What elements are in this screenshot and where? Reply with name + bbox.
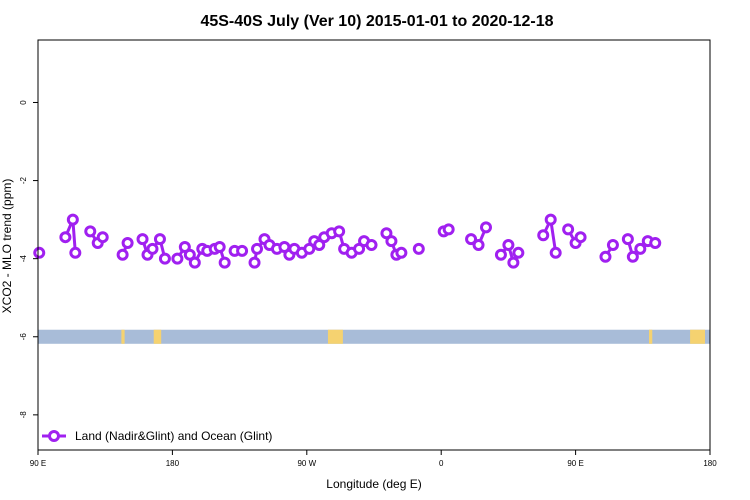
x-tick-label: 90 E bbox=[30, 459, 46, 468]
legend-marker bbox=[48, 430, 60, 442]
y-tick-label: -2 bbox=[19, 176, 28, 184]
data-point bbox=[599, 250, 612, 263]
data-point bbox=[649, 237, 662, 250]
x-axis-label: Longitude (deg E) bbox=[326, 477, 421, 491]
data-point bbox=[494, 248, 507, 261]
data-point bbox=[507, 256, 520, 269]
land-patch bbox=[121, 329, 125, 344]
data-point bbox=[512, 246, 525, 259]
data-point bbox=[480, 221, 492, 234]
data-point bbox=[96, 231, 109, 244]
x-tick-label: 0 bbox=[439, 459, 444, 468]
data-point bbox=[136, 233, 149, 246]
data-point bbox=[626, 250, 639, 263]
data-point bbox=[333, 225, 346, 238]
data-point bbox=[442, 223, 455, 236]
land-patch bbox=[153, 329, 162, 344]
chart-title: 45S-40S July (Ver 10) 2015-01-01 to 2020… bbox=[200, 13, 553, 30]
land-patch bbox=[327, 329, 343, 344]
data-point bbox=[236, 244, 249, 257]
data-point bbox=[549, 246, 562, 259]
data-point bbox=[153, 233, 166, 246]
data-point bbox=[66, 213, 79, 226]
legend-label: Land (Nadir&Glint) and Ocean (Glint) bbox=[75, 429, 272, 443]
y-axis: 0 -2 -4 -6 -8 bbox=[19, 100, 38, 419]
y-tick-label: -4 bbox=[19, 255, 28, 263]
x-tick-label: 90 E bbox=[567, 459, 583, 468]
data-point bbox=[472, 239, 485, 251]
data-point bbox=[158, 252, 171, 265]
data-point bbox=[218, 256, 231, 269]
data-point bbox=[121, 237, 134, 250]
data-point bbox=[146, 242, 159, 255]
data-point bbox=[537, 229, 550, 242]
data-point bbox=[116, 248, 129, 261]
data-point bbox=[385, 235, 398, 248]
plot-frame bbox=[37, 39, 711, 451]
data-point bbox=[33, 246, 46, 259]
data-point bbox=[574, 231, 587, 244]
data-point bbox=[606, 239, 619, 251]
x-tick-label: 90 W bbox=[297, 459, 316, 468]
data-point bbox=[171, 252, 184, 265]
x-axis: 90 E 180 90 W 0 90 E 180 bbox=[30, 450, 717, 468]
series-layer bbox=[33, 213, 662, 269]
data-point bbox=[69, 246, 82, 259]
data-point bbox=[365, 239, 378, 251]
data-point bbox=[248, 256, 261, 269]
x-tick-label: 180 bbox=[703, 459, 717, 468]
data-point bbox=[412, 242, 425, 255]
data-point bbox=[621, 233, 634, 246]
land-patch bbox=[649, 329, 653, 344]
data-point bbox=[544, 213, 557, 226]
data-point bbox=[213, 240, 226, 253]
y-tick-label: 0 bbox=[19, 100, 28, 105]
y-axis-label: XCO2 - MLO trend (ppm) bbox=[0, 179, 14, 314]
legend: Land (Nadir&Glint) and Ocean (Glint) bbox=[42, 429, 272, 443]
x-tick-label: 180 bbox=[166, 459, 180, 468]
data-point bbox=[562, 223, 575, 236]
data-point bbox=[251, 242, 264, 255]
data-point bbox=[188, 256, 201, 269]
ocean-band bbox=[38, 329, 710, 344]
y-tick-label: -8 bbox=[19, 411, 28, 419]
data-point bbox=[502, 239, 515, 251]
land-patch bbox=[690, 329, 706, 344]
data-point bbox=[465, 233, 478, 246]
data-point bbox=[59, 231, 72, 244]
y-tick-label: -6 bbox=[19, 333, 28, 341]
surface-band bbox=[38, 329, 710, 344]
data-point bbox=[84, 225, 97, 238]
data-point bbox=[634, 242, 647, 255]
data-point bbox=[395, 246, 408, 259]
